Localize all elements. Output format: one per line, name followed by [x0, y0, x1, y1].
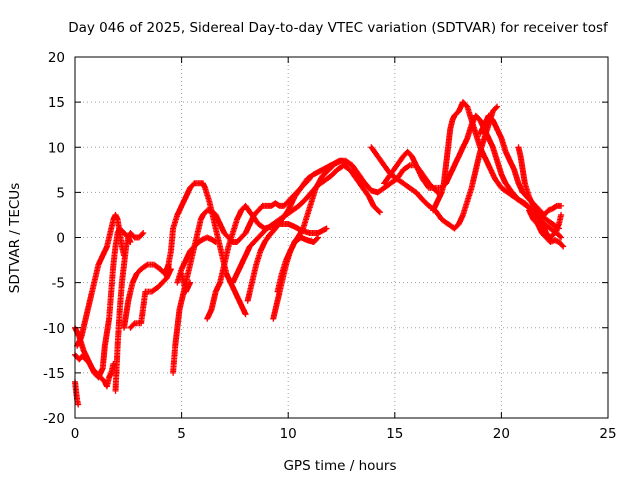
data-point-markers — [244, 157, 441, 304]
y-tick-label: -10 — [43, 321, 65, 337]
series-arc-21 — [515, 144, 565, 241]
series-arc-9 — [163, 180, 249, 318]
x-tick-label: 15 — [386, 426, 403, 442]
series-arc-7 — [127, 266, 174, 331]
chart-title: Day 046 of 2025, Sidereal Day-to-day VTE… — [68, 20, 609, 36]
series-arc-1 — [72, 378, 82, 408]
data-point-markers — [274, 234, 321, 295]
series-arc-8 — [170, 175, 313, 376]
y-tick-label: 0 — [56, 231, 65, 247]
data-series — [72, 99, 567, 408]
data-point-markers — [72, 225, 134, 381]
data-point-markers — [112, 230, 147, 394]
x-tick-label: 20 — [493, 426, 510, 442]
y-tick-label: -15 — [43, 366, 65, 382]
axis-ticks: 0 5 10 15 20 25 -20 -15 -10 -5 0 5 10 15 20 — [43, 50, 617, 442]
series-arc-22 — [526, 207, 567, 250]
plot-frame — [74, 56, 609, 419]
y-axis-label: SDTVAR / TECUs — [7, 183, 23, 293]
series-arc-14 — [244, 157, 441, 304]
data-point-markers — [515, 144, 565, 241]
series-arc-4 — [72, 225, 134, 381]
data-point-markers — [163, 180, 249, 318]
grid — [75, 57, 608, 418]
y-tick-label: -20 — [43, 411, 65, 427]
data-point-markers — [72, 378, 82, 408]
x-tick-label: 0 — [71, 426, 80, 442]
x-axis-label: GPS time / hours — [283, 458, 396, 474]
x-tick-label: 10 — [280, 426, 297, 442]
y-tick-label: 15 — [48, 95, 65, 111]
data-point-markers — [204, 202, 330, 322]
series-arc-11 — [178, 270, 194, 295]
y-tick-label: 10 — [48, 140, 65, 156]
data-point-markers — [178, 270, 194, 295]
series-arc-12 — [204, 202, 330, 322]
y-tick-label: 20 — [48, 50, 65, 66]
data-point-markers — [170, 175, 313, 376]
series-arc-5 — [112, 230, 147, 394]
y-tick-label: 5 — [56, 185, 65, 201]
x-tick-label: 25 — [599, 426, 616, 442]
x-tick-label: 5 — [177, 426, 186, 442]
data-point-markers — [526, 207, 567, 250]
series-arc-16 — [274, 234, 321, 295]
y-tick-label: -5 — [52, 276, 65, 292]
data-point-markers — [127, 266, 174, 331]
